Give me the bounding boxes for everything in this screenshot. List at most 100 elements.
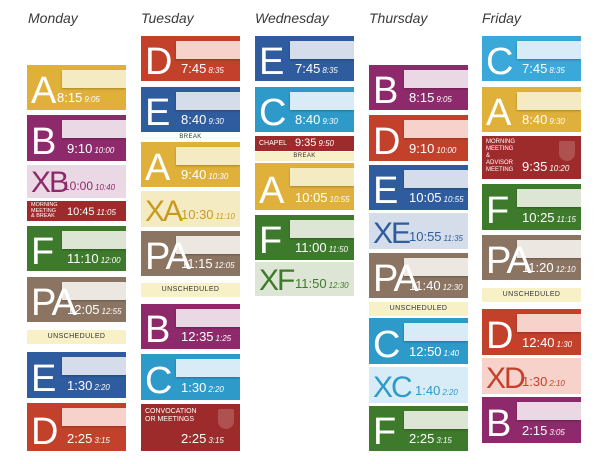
- block-tuesday-d[interactable]: D 7:45 8:35: [141, 36, 240, 81]
- block-time: 10:00 10:40: [63, 179, 116, 193]
- note-tab: [176, 92, 240, 110]
- block-time: 1:30 2:20: [67, 378, 110, 393]
- block-monday-e[interactable]: E 1:30 2:20: [27, 352, 126, 398]
- unscheduled-bar: UNSCHEDULED: [482, 288, 581, 302]
- block-thursday-pa[interactable]: PA 11:40 12:30: [369, 253, 468, 298]
- note-tab: [290, 220, 354, 238]
- block-letter: C: [259, 92, 286, 132]
- block-time: 1:30 2:20: [181, 380, 224, 395]
- block-monday-xb[interactable]: XB 10:00 10:40: [27, 165, 126, 198]
- block-friday-pa[interactable]: PA 11:20 12:10: [482, 235, 581, 280]
- note-tab: [517, 41, 581, 59]
- block-letter: D: [145, 41, 172, 81]
- block-thursday-xc[interactable]: XC 1:40 2:20: [369, 367, 468, 403]
- note-tab: [176, 147, 240, 165]
- block-thursday-f[interactable]: F 2:25 3:15: [369, 406, 468, 451]
- block-letter: D: [31, 411, 58, 451]
- block-wednesday-a[interactable]: A 10:05 10:55: [255, 163, 354, 210]
- block-wednesday-f[interactable]: F 11:00 11:50: [255, 215, 354, 260]
- block-time: 8:40 9:30: [295, 112, 338, 127]
- note-tab: [62, 408, 126, 426]
- block-time: 12:40 1:30: [522, 335, 573, 350]
- block-letter: XA: [145, 195, 183, 227]
- block-time: 8:15 9:05: [409, 90, 452, 105]
- block-time: 9:10 10:00: [409, 141, 457, 156]
- block-friday-b[interactable]: B 2:15 3:05: [482, 397, 581, 443]
- block-thursday-c[interactable]: C 12:50 1:40: [369, 318, 468, 364]
- block-friday-morning-meeting[interactable]: MORNING MEETING & ADVISOR MEETING 9:35 10:20: [482, 136, 581, 179]
- block-monday-d[interactable]: D 2:25 3:15: [27, 403, 126, 451]
- block-letter: A: [259, 170, 284, 210]
- block-time: 8:40 9:30: [522, 112, 565, 127]
- block-time: 7:45 8:35: [181, 61, 224, 76]
- block-tuesday-convocation[interactable]: CONVOCATION OR MEETINGS 2:25 3:15: [141, 404, 240, 451]
- block-tuesday-b[interactable]: B 12:35 1:25: [141, 304, 240, 349]
- block-thursday-d[interactable]: D 9:10 10:00: [369, 115, 468, 161]
- block-letter: B: [373, 70, 398, 110]
- day-header-tuesday: Tuesday: [141, 10, 194, 26]
- note-tab: [517, 189, 581, 207]
- note-tab: [176, 236, 240, 254]
- note-tab: [290, 92, 354, 110]
- note-tab: [62, 231, 126, 249]
- block-letter: A: [31, 70, 56, 110]
- block-time: 12:50 1:40: [409, 344, 460, 359]
- block-tuesday-xa[interactable]: XA 10:30 11:10: [141, 191, 240, 227]
- block-monday-a[interactable]: A 8:15 9:05: [27, 65, 126, 110]
- block-time: 2:15 3:05: [522, 423, 565, 438]
- note-tab: [404, 170, 468, 188]
- block-monday-f[interactable]: F 11:10 12:00: [27, 226, 126, 271]
- block-friday-f[interactable]: F 10:25 11:15: [482, 184, 581, 230]
- block-thursday-b[interactable]: B 8:15 9:05: [369, 65, 468, 110]
- block-time: 11:15 12:05: [181, 256, 235, 271]
- block-letter: PA: [486, 240, 532, 280]
- block-time: 9:35 10:20: [522, 159, 570, 174]
- note-tab: [62, 70, 126, 88]
- block-time: 12:35 1:25: [181, 329, 232, 344]
- block-tuesday-c[interactable]: C 1:30 2:20: [141, 354, 240, 400]
- block-tuesday-a[interactable]: A 9:40 10:30: [141, 142, 240, 187]
- block-wednesday-c[interactable]: C 8:40 9:30: [255, 87, 354, 132]
- block-wednesday-e[interactable]: E 7:45 8:35: [255, 36, 354, 81]
- block-letter: B: [31, 121, 56, 161]
- block-letter: XB: [31, 166, 69, 198]
- block-friday-d[interactable]: D 12:40 1:30: [482, 309, 581, 355]
- day-header-monday: Monday: [28, 10, 78, 26]
- block-time: 11:20 12:10: [522, 260, 576, 275]
- block-thursday-xe[interactable]: XE 10:55 11:35: [369, 213, 468, 249]
- block-monday-morning-meeting[interactable]: MORNING MEETING & BREAK 10:45 11:05: [27, 201, 126, 221]
- block-time: 9:35 9:50: [295, 137, 334, 149]
- block-time: 8:40 9:30: [181, 112, 224, 127]
- block-letter: XF: [259, 264, 295, 296]
- block-letter: B: [486, 403, 511, 443]
- block-friday-xd[interactable]: XD 1:30 2:10: [482, 358, 581, 394]
- block-letter: D: [486, 315, 513, 355]
- block-time: 10:05 10:55: [295, 190, 350, 205]
- block-letter: PA: [145, 236, 191, 276]
- block-letter: B: [145, 309, 170, 349]
- block-friday-c[interactable]: C 7:45 8:35: [482, 36, 581, 81]
- block-monday-pa[interactable]: PA 12:05 12:55: [27, 277, 126, 322]
- block-monday-b[interactable]: B 9:10 10:00: [27, 115, 126, 161]
- block-letter: XC: [373, 371, 413, 403]
- block-wednesday-chapel[interactable]: CHAPEL 9:35 9:50: [255, 136, 354, 151]
- note-tab: [176, 309, 240, 327]
- block-tuesday-pa[interactable]: PA 11:15 12:05: [141, 231, 240, 276]
- block-label: MORNING MEETING & BREAK: [31, 202, 58, 219]
- note-tab: [517, 92, 581, 110]
- block-thursday-e[interactable]: E 10:05 10:55: [369, 165, 468, 210]
- block-letter: PA: [31, 282, 77, 322]
- note-tab: [517, 240, 581, 258]
- block-letter: C: [145, 360, 172, 400]
- block-time: 11:50 12:30: [295, 276, 349, 291]
- block-time: 2:25 3:15: [409, 431, 452, 446]
- block-friday-a[interactable]: A 8:40 9:30: [482, 87, 581, 132]
- note-tab: [176, 41, 240, 59]
- block-letter: C: [486, 41, 513, 81]
- block-wednesday-xf[interactable]: XF 11:50 12:30: [255, 262, 354, 296]
- block-time: 1:30 2:10: [522, 374, 565, 389]
- day-header-friday: Friday: [482, 10, 521, 26]
- note-tab: [404, 258, 468, 276]
- block-tuesday-e[interactable]: E 8:40 9:30: [141, 87, 240, 132]
- block-time: 11:00 11:50: [295, 240, 349, 255]
